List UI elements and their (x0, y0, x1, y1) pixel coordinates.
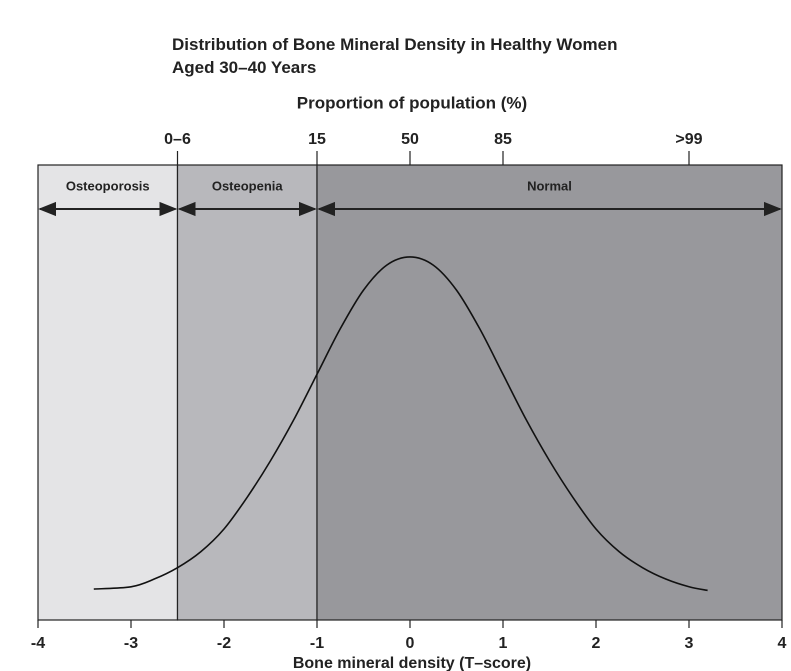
x-tick-label: 2 (592, 635, 601, 652)
x-tick-label: -1 (310, 635, 324, 652)
region (37, 164, 179, 621)
x-tick-label: 0 (406, 635, 415, 652)
top-tick-label: >99 (675, 131, 702, 148)
top-tick-label: 85 (494, 131, 512, 148)
region (176, 164, 318, 621)
x-axis-label: Bone mineral density (T–score) (293, 655, 531, 671)
x-tick-label: 1 (499, 635, 508, 652)
x-tick-label: -3 (124, 635, 138, 652)
region-label: Osteopenia (212, 178, 284, 193)
top-axis-label: Proportion of population (%) (297, 93, 527, 112)
region-label: Normal (527, 178, 572, 193)
x-tick-label: 4 (778, 635, 787, 652)
x-tick-label: -2 (217, 635, 231, 652)
x-tick-label: 3 (685, 635, 694, 652)
region (316, 164, 783, 621)
region-label: Osteoporosis (66, 178, 150, 193)
density-curve (93, 256, 708, 592)
top-tick-label: 50 (401, 131, 419, 148)
chart-title: Distribution of Bone Mineral Density in … (172, 35, 618, 77)
top-tick-label: 15 (308, 131, 326, 148)
x-tick-label: -4 (31, 635, 45, 652)
top-tick-label: 0–6 (164, 131, 191, 148)
